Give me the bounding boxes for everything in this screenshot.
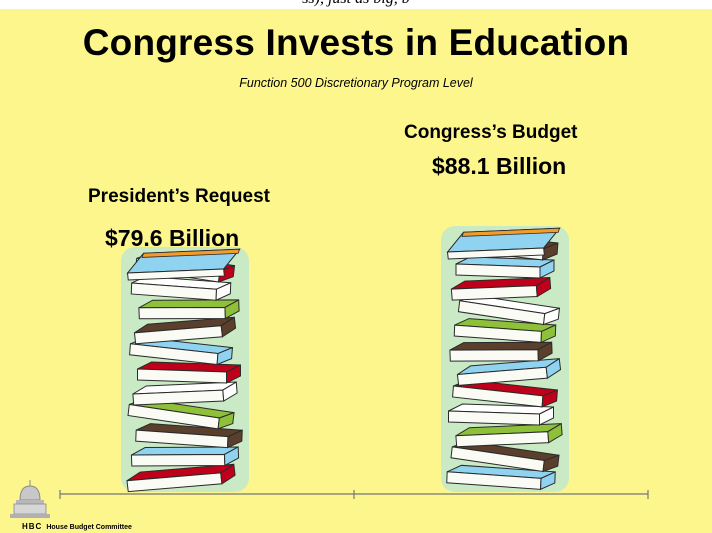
book-stack-congress [441,226,569,492]
top-book [126,248,241,281]
category-label-congress: Congress’s Budget [404,122,578,143]
category-label-president: President’s Request [88,186,270,207]
book [453,318,557,344]
footer-org: House Budget Committee [46,524,132,531]
chart-subtitle: Function 500 Discretionary Program Level [239,76,473,90]
book [449,341,553,362]
book-stack-president [121,247,249,493]
book [138,299,240,320]
value-label-president: $79.6 Billion [105,225,240,251]
book [137,361,241,384]
book [450,441,560,473]
book [450,276,552,301]
book [126,463,236,493]
book [130,275,232,301]
book [455,422,563,448]
book [130,446,240,467]
footer-logo: HBC House Budget Committee [10,480,180,531]
book [455,256,555,279]
top-book [446,227,561,260]
capitol-dome-icon [10,480,50,518]
header-fragment: ss), just as big, b [0,0,712,9]
footer-abbr: HBC [22,522,43,531]
x-axis [59,490,649,499]
book [446,464,556,491]
value-label-congress: $88.1 Billion [432,153,567,179]
book [135,423,243,449]
book [132,381,238,406]
book [133,316,237,345]
header-fragment-text: ss), just as big, b [0,0,712,8]
book [456,357,562,386]
chart-title: Congress Invests in Education [82,22,630,63]
book [448,403,554,426]
footer-text: HBC House Budget Committee [22,522,132,531]
